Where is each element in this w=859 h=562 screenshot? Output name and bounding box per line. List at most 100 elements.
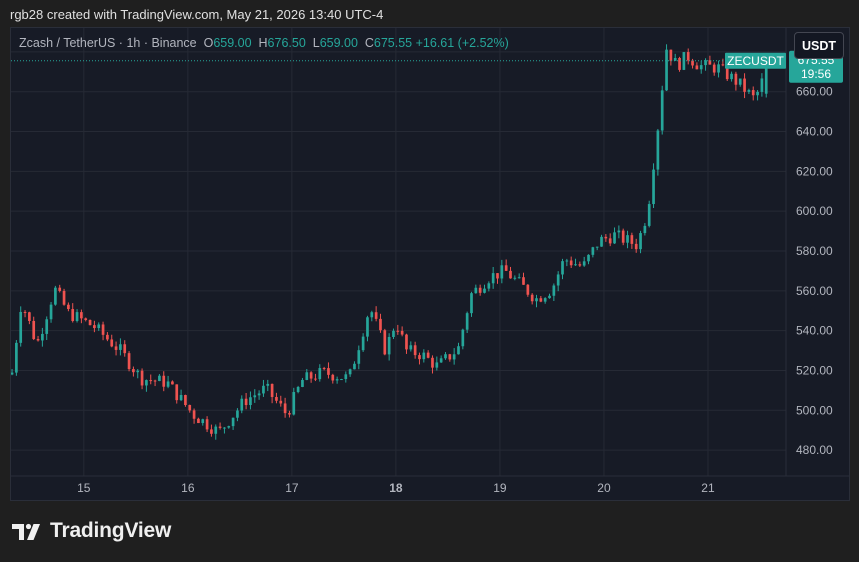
candle-body[interactable] [556,274,560,286]
candle-body[interactable] [400,330,404,335]
candle-body[interactable] [578,264,582,266]
candle-body[interactable] [171,381,174,385]
candle-body[interactable] [626,235,629,243]
candle-body[interactable] [262,385,265,394]
candle-body[interactable] [370,312,374,318]
candle-body[interactable] [145,380,148,386]
candle-body[interactable] [201,419,205,424]
candle-body[interactable] [244,398,248,406]
candle-body[interactable] [236,410,239,418]
candle-body[interactable] [335,379,339,381]
candle-body[interactable] [327,368,330,375]
candle-body[interactable] [409,345,413,350]
candle-body[interactable] [179,395,183,401]
candle-body[interactable] [314,378,317,380]
candle-body[interactable] [643,225,647,234]
candle-body[interactable] [543,298,547,302]
candle-body[interactable] [153,380,157,382]
candle-body[interactable] [253,395,257,398]
candle-body[interactable] [296,386,300,393]
candle-body[interactable] [188,405,192,411]
candle-body[interactable] [162,375,166,387]
candle-body[interactable] [80,312,83,319]
candle-body[interactable] [743,78,746,92]
candle-body[interactable] [665,49,668,91]
candle-body[interactable] [448,354,452,360]
candle-body[interactable] [704,60,707,66]
candle-body[interactable] [266,383,270,386]
candle-body[interactable] [699,65,703,70]
candle-body[interactable] [669,49,673,61]
candle-body[interactable] [279,400,283,404]
candle-body[interactable] [67,304,70,310]
candle-body[interactable] [11,372,14,375]
candle-body[interactable] [413,345,417,356]
candle-body[interactable] [747,90,751,92]
candle-body[interactable] [725,64,729,80]
candle-body[interactable] [288,413,291,415]
candle-body[interactable] [374,312,378,319]
candle-body[interactable] [751,90,755,96]
candle-body[interactable] [652,169,655,205]
candle-body[interactable] [270,383,274,397]
candle-body[interactable] [110,339,114,347]
candle-body[interactable] [634,243,638,250]
candle-body[interactable] [574,264,577,266]
candle-body[interactable] [84,318,88,320]
candle-body[interactable] [106,334,109,340]
candle-body[interactable] [132,369,135,373]
candle-body[interactable] [62,290,66,305]
candle-body[interactable] [461,329,465,347]
candle-body[interactable] [392,330,395,337]
candle-body[interactable] [582,261,586,266]
candle-body[interactable] [474,287,478,294]
candle-body[interactable] [457,346,460,355]
candle-body[interactable] [292,392,296,415]
candle-body[interactable] [565,260,569,262]
candle-body[interactable] [340,379,343,381]
candle-body[interactable] [470,293,473,314]
candle-body[interactable] [522,277,525,285]
candle-body[interactable] [708,60,712,65]
candle-body[interactable] [357,350,361,364]
candle-body[interactable] [348,369,352,375]
candle-body[interactable] [387,336,391,355]
candle-body[interactable] [678,58,681,70]
candle-body[interactable] [309,372,313,379]
candle-body[interactable] [149,380,153,382]
candle-body[interactable] [487,283,491,289]
candle-body[interactable] [439,358,443,363]
candle-body[interactable] [465,313,469,330]
candle-body[interactable] [539,298,543,302]
candle-body[interactable] [734,73,738,85]
candle-body[interactable] [227,426,231,428]
candle-body[interactable] [15,342,18,373]
candle-body[interactable] [93,325,96,329]
candle-body[interactable] [478,287,482,293]
candle-body[interactable] [617,230,621,233]
candle-body[interactable] [119,344,122,350]
candle-body[interactable] [513,277,517,279]
candle-body[interactable] [101,324,105,335]
candle-body[interactable] [301,379,304,387]
candle-body[interactable] [613,232,616,244]
candle-body[interactable] [405,334,408,350]
candle-body[interactable] [36,339,40,341]
candle-body[interactable] [54,287,57,305]
candle-body[interactable] [249,397,252,406]
candle-body[interactable] [114,346,118,350]
candle-body[interactable] [608,238,612,244]
candle-body[interactable] [136,370,140,373]
candle-body[interactable] [158,375,161,382]
candle-body[interactable] [275,396,278,401]
candle-body[interactable] [184,395,187,406]
candle-body[interactable] [23,311,27,313]
candle-body[interactable] [49,304,53,320]
candle-body[interactable] [71,309,75,322]
candle-body[interactable] [223,427,226,429]
candle-body[interactable] [28,312,31,321]
candle-body[interactable] [418,355,421,360]
candle-body[interactable] [192,410,196,419]
candle-body[interactable] [426,352,430,358]
candle-body[interactable] [647,204,651,226]
